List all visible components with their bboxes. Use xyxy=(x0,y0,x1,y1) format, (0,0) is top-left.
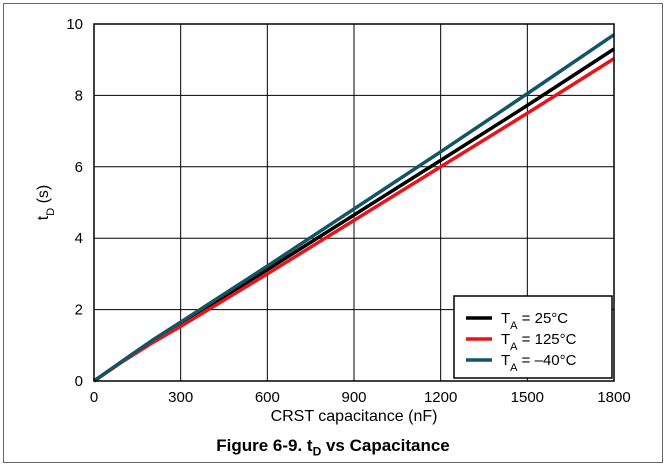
caption-prefix: Figure 6-9. t xyxy=(216,436,313,455)
y-axis-title: tD (s) xyxy=(35,185,57,221)
legend-entry-main: T xyxy=(501,352,510,369)
y-tick-label: 2 xyxy=(75,302,83,319)
y-axis-title-sub: D xyxy=(45,208,57,216)
legend-box xyxy=(453,295,613,379)
y-tick-label: 6 xyxy=(75,159,83,176)
legend-entry-suffix: = 125°C xyxy=(518,331,577,348)
y-axis-title-main: t xyxy=(35,215,52,220)
x-tick-label: 300 xyxy=(168,389,193,406)
legend-entry-suffix: = –40°C xyxy=(518,352,577,369)
x-tick-label: 0 xyxy=(90,389,98,406)
x-tick-label: 600 xyxy=(255,389,280,406)
caption-suffix: vs Capacitance xyxy=(321,436,450,455)
legend-entry-main: T xyxy=(501,310,510,327)
figure-caption: Figure 6-9. tD vs Capacitance xyxy=(0,436,666,458)
legend-entry-sub: A xyxy=(510,320,518,332)
legend: TA = 25°CTA = 125°CTA = –40°C xyxy=(453,295,613,379)
y-tick-label: 10 xyxy=(66,16,83,33)
y-tick-label: 0 xyxy=(75,373,83,390)
series-line-3 xyxy=(92,33,615,383)
line-chart: 0 300 600 900 1200 1500 1800 0 2 4 6 8 10 CRST capac… xyxy=(35,16,631,425)
legend-entry-suffix: = 25°C xyxy=(518,310,569,327)
caption-sub: D xyxy=(312,444,322,459)
x-tick-label: 1800 xyxy=(597,389,630,406)
legend-entry: TA = 125°C xyxy=(501,331,577,353)
x-axis-title: CRST capacitance (nF) xyxy=(271,408,438,425)
y-tick-label: 8 xyxy=(75,87,83,104)
x-tick-label: 1500 xyxy=(511,389,544,406)
legend-entry-sub: A xyxy=(510,362,518,374)
y-axis-title-suffix: (s) xyxy=(35,185,52,208)
legend-entry-main: T xyxy=(501,331,510,348)
legend-entry-sub: A xyxy=(510,341,518,353)
legend-entry: TA = 25°C xyxy=(501,310,568,332)
y-tick-label: 4 xyxy=(75,230,83,247)
x-tick-label: 900 xyxy=(341,389,366,406)
series-lines xyxy=(92,33,615,383)
tick-labels: 0 300 600 900 1200 1500 1800 0 2 4 6 8 10 xyxy=(66,16,630,406)
legend-entry: TA = –40°C xyxy=(501,352,577,374)
plot-border xyxy=(93,23,615,382)
x-tick-label: 1200 xyxy=(424,389,457,406)
